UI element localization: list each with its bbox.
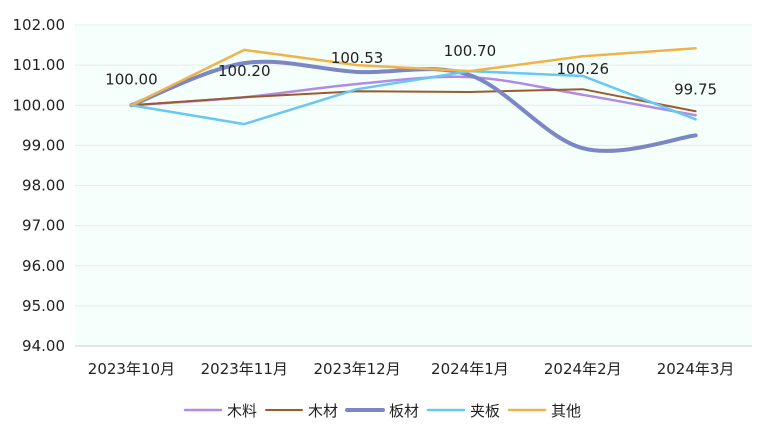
x-tick-label: 2023年11月 <box>201 360 288 378</box>
y-tick-label: 94.00 <box>22 337 65 355</box>
data-label: 100.53 <box>331 49 384 67</box>
series-line-3 <box>130 69 697 126</box>
y-tick-label: 97.00 <box>22 217 65 235</box>
series-line-1 <box>130 88 697 113</box>
y-tick-label: 95.00 <box>22 297 65 315</box>
y-tick-label: 96.00 <box>22 257 65 275</box>
data-label: 100.00 <box>105 70 158 88</box>
x-tick-label: 2024年1月 <box>431 360 509 378</box>
y-tick-label: 98.00 <box>22 177 65 195</box>
x-tick-label: 2024年2月 <box>544 360 622 378</box>
gridlines <box>75 24 752 307</box>
y-axis-tick-labels: 94.00 95.00 96.00 97.00 98.00 99.00 100.00 101.… <box>13 16 66 355</box>
data-label: 100.20 <box>218 62 271 80</box>
y-tick-label: 101.00 <box>13 56 66 74</box>
legend: 木料 木材 板材 夹板 其他 <box>183 402 581 420</box>
series-lines <box>129 47 698 153</box>
y-tick-label: 100.00 <box>13 96 66 114</box>
legend-label: 其他 <box>551 402 581 420</box>
data-label: 100.70 <box>444 42 497 60</box>
series-line-2 <box>129 59 698 153</box>
legend-label: 板材 <box>389 402 419 420</box>
legend-label: 木料 <box>227 402 257 420</box>
legend-label: 夹板 <box>470 402 500 420</box>
y-tick-label: 99.00 <box>22 136 65 154</box>
data-label: 99.75 <box>674 80 717 98</box>
data-label: 100.26 <box>557 60 610 78</box>
data-labels: 100.00 100.20 100.53 100.70 100.26 99.75 <box>105 42 717 98</box>
x-axis: 2023年10月 2023年11月 2023年12月 2024年1月 2024年2月 20… <box>75 345 752 378</box>
x-tick-label: 2024年3月 <box>657 360 735 378</box>
y-tick-label: 102.00 <box>13 16 66 34</box>
series-line-4 <box>130 47 697 107</box>
x-tick-label: 2023年12月 <box>313 360 400 378</box>
x-tick-label: 2023年10月 <box>88 360 175 378</box>
legend-label: 木材 <box>308 402 338 420</box>
